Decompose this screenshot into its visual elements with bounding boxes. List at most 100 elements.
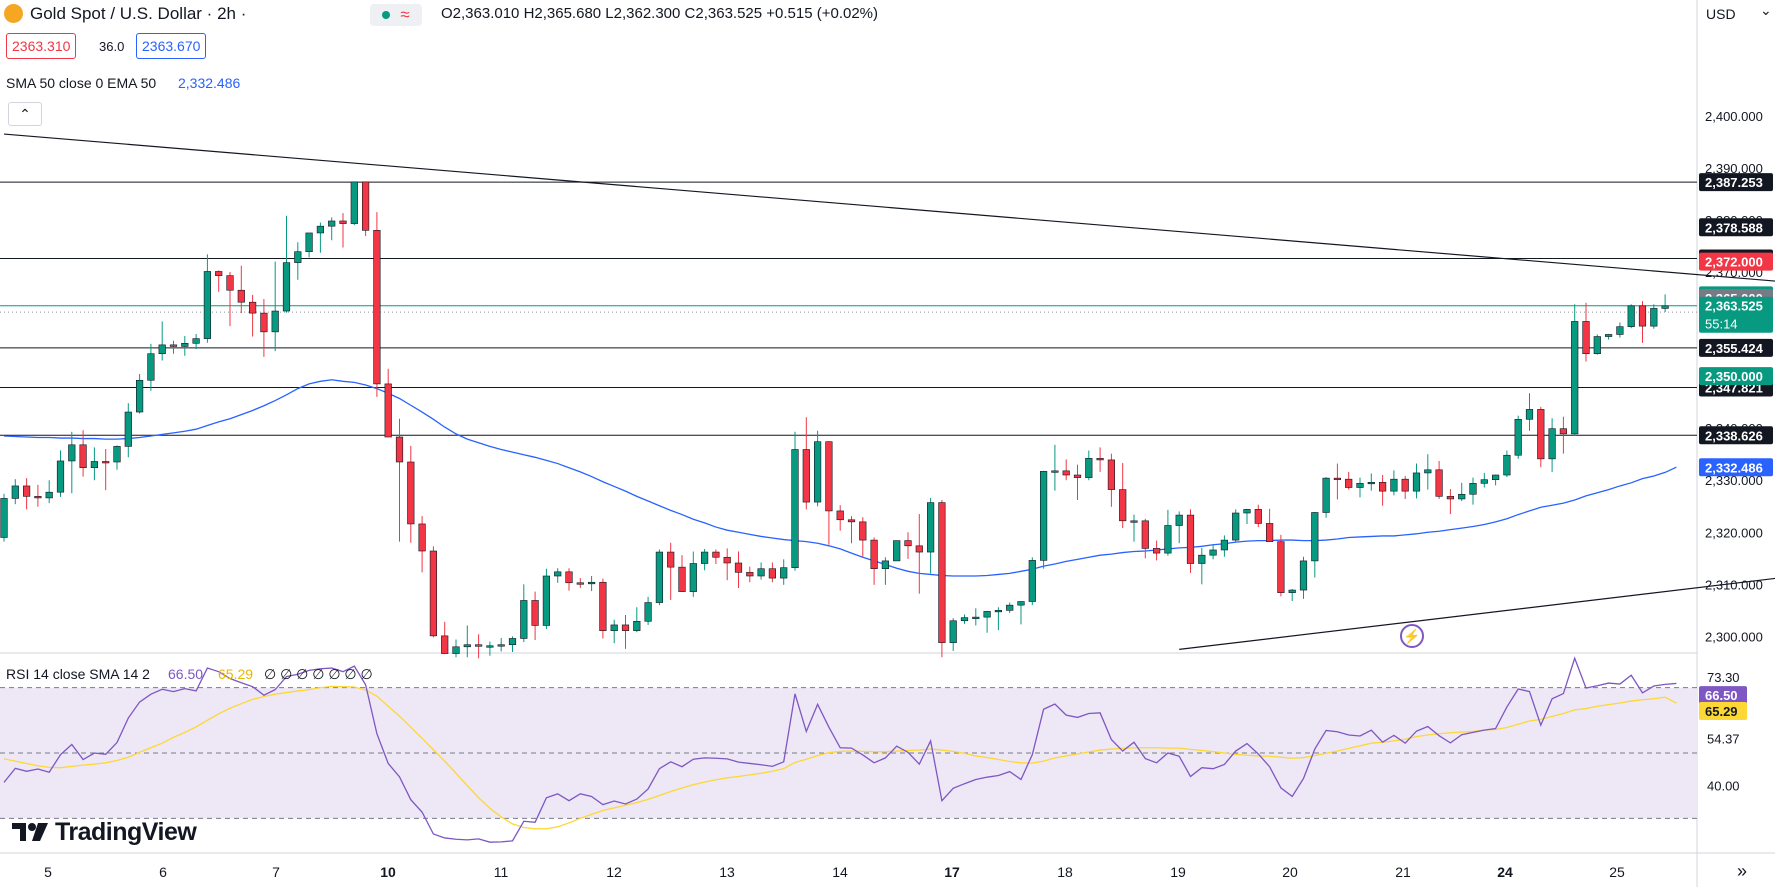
time-tick-label: 11 [494,864,509,880]
scroll-to-realtime-button[interactable]: » [1737,861,1748,881]
candle-body [1040,471,1048,561]
rsi-indicator-label[interactable]: RSI 14 close SMA 14 2 [6,666,150,682]
candle-body [531,600,539,626]
candle-body [1559,428,1567,435]
candle-body [418,523,426,552]
price-tag [1699,367,1773,386]
candle-body [791,449,799,568]
candle-body [328,220,336,227]
candle-body [441,635,449,654]
candle-body [881,560,889,570]
rsi-tag [1699,686,1747,705]
symbol-title[interactable]: Gold Spot / U.S. Dollar · 2h · [30,4,247,23]
price-tag-label: 2,378.588 [1705,220,1763,235]
candle-body [723,556,731,564]
candle-body [1243,509,1251,514]
tradingview-logo-icon [10,821,50,848]
candle-body [1345,478,1353,488]
candle-body [678,566,686,592]
candle-body [1220,539,1228,551]
candle-body [1232,512,1240,541]
candle-body [1085,458,1093,478]
candle-body [395,436,404,463]
candle-body [350,181,358,224]
candle-body [1605,334,1613,337]
candle-body [79,444,87,469]
candle-body [1458,493,1466,500]
trendline-ascending [1179,577,1775,650]
candle-body [576,582,584,585]
rsi-line [3,656,1677,843]
candle-body [124,411,132,447]
candle-body [994,610,1002,613]
candle-body [181,343,189,347]
candle-body [361,181,370,231]
candle-body [587,581,596,585]
price-tag-label: 2,355.424 [1705,341,1764,356]
candle-body [1537,409,1545,460]
candle-body [825,441,833,512]
price-tag [1699,426,1773,445]
candle-body [1469,483,1477,495]
candle-body [1017,601,1025,606]
lightning-icon[interactable]: ⚡ [1400,624,1424,648]
candle-body [1661,305,1669,309]
candle-body [520,600,528,639]
candle-body [1288,589,1296,593]
collapse-legend-button[interactable]: ⌃ [8,102,42,126]
candle-body [1333,477,1341,480]
candle-body [644,602,652,622]
candle-body [780,567,788,579]
candle-body [508,638,517,646]
time-tick-label: 17 [944,864,960,880]
price-tag [1699,173,1773,192]
candle-body [90,461,98,469]
wave-icon: ≈ [400,5,410,24]
candle-body [1073,474,1082,478]
price-tag-label: 2,332.486 [1705,460,1763,475]
rsi-sma-line [3,685,1677,830]
candle-body [407,461,415,525]
candle-body [757,568,765,577]
candle-body [542,575,550,626]
candle-body [1571,321,1579,435]
time-tick-label: 5 [44,864,52,880]
price-tag [1699,218,1773,237]
price-tag-label: 2,372.000 [1705,255,1763,270]
currency-selector[interactable]: USD [1706,6,1736,22]
rsi-empty-values: ∅ ∅ ∅ ∅ ∅ ∅ ∅ [264,666,373,682]
candle-body [667,551,675,568]
price-tag [1699,458,1773,477]
candle-body [1514,419,1522,456]
candle-body [949,620,957,643]
candle-body [1401,478,1409,492]
candle-body [1198,554,1206,564]
candle-body [938,502,946,643]
chevron-down-icon[interactable]: ⌄ [1760,2,1772,18]
candle-body [68,444,76,462]
time-tick-label: 7 [272,864,280,880]
candle-body [655,551,663,603]
candle-body [1435,469,1443,497]
candle-body [452,646,460,654]
candle-body [56,460,65,493]
candle-body [712,551,720,558]
candle-body [1627,305,1635,327]
candle-body [1051,470,1059,473]
candle-body [802,449,810,503]
ask-price-box[interactable]: 2363.670 [136,33,207,59]
candle-body [1254,509,1262,524]
price-tag-label: 2,350.000 [1705,369,1763,384]
candle-body [1164,525,1172,554]
rsi-tag-label: 66.50 [1705,688,1738,703]
status-dot-icon [382,11,391,19]
candle-body [1299,560,1308,591]
candle-body [0,498,8,538]
ema-indicator-label[interactable]: SMA 50 close 0 EMA 50 [6,75,157,91]
time-tick-label: 12 [606,864,622,880]
bid-price-box[interactable]: 2363.310 [6,33,77,59]
market-status[interactable]: ≈ [370,4,422,26]
candle-body [689,563,697,592]
candle-body [565,571,573,584]
